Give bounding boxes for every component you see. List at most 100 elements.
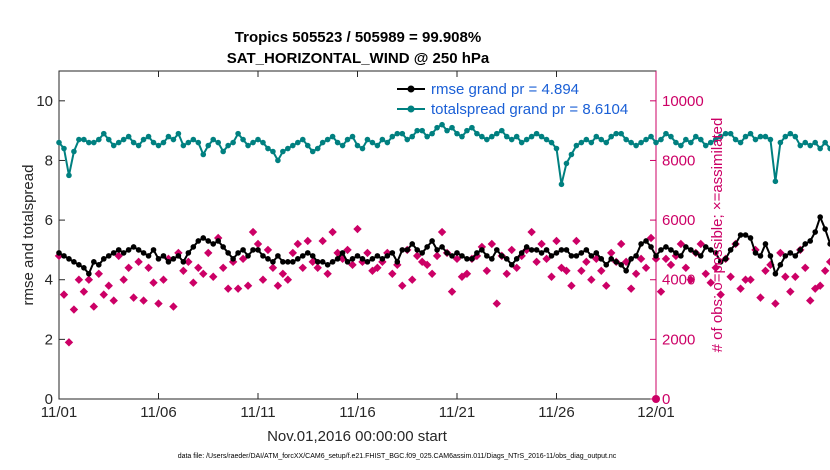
rmse-point — [384, 253, 391, 259]
obs-point — [273, 281, 283, 290]
rmse-point — [827, 241, 830, 247]
obs-point — [542, 254, 551, 264]
rmse-point — [822, 226, 828, 232]
obs-point — [532, 257, 541, 267]
totalspread-point — [449, 124, 455, 131]
totalspread-point — [802, 139, 809, 146]
obs-point — [253, 239, 263, 249]
totalspread-point — [772, 178, 779, 185]
obs-point — [437, 227, 447, 237]
obs-point — [184, 257, 193, 267]
x-tick-label: 11/11 — [240, 404, 275, 421]
obs-point — [452, 254, 462, 264]
totalspread-point — [747, 130, 754, 137]
obs-point — [582, 257, 591, 267]
obs-point — [323, 269, 332, 278]
totalspread-point — [364, 136, 371, 143]
totalspread-point — [110, 142, 117, 149]
rmse-point — [648, 244, 654, 250]
rmse-point — [71, 259, 77, 265]
totalspread-point — [190, 136, 197, 143]
obs-point — [741, 275, 750, 284]
rmse-point — [424, 244, 430, 250]
rmse-point — [210, 241, 217, 247]
totalspread-point — [185, 139, 192, 146]
rmse-point — [230, 256, 236, 262]
totalspread-point — [489, 133, 495, 140]
totalspread-point — [255, 136, 261, 143]
totalspread-point — [608, 133, 615, 140]
obs-point — [631, 269, 641, 278]
totalspread-point — [603, 139, 610, 146]
totalspread-series — [56, 121, 830, 188]
obs-point — [134, 257, 143, 267]
left-y-axis-label: rmse and totalspread — [20, 165, 37, 306]
totalspread-point — [225, 142, 231, 149]
obs-point — [616, 239, 626, 249]
obs-point — [776, 248, 785, 258]
rmse-point — [255, 247, 261, 253]
left-y-tick-label: 10 — [36, 93, 53, 110]
rmse-point — [135, 247, 142, 253]
totalspread-point — [359, 145, 366, 152]
rmse-point — [235, 250, 241, 256]
totalspread-point — [673, 139, 679, 146]
rmse-point — [489, 256, 495, 262]
obs-point — [283, 275, 293, 284]
totalspread-point — [563, 160, 570, 167]
obs-point — [59, 290, 69, 299]
totalspread-point — [757, 133, 764, 140]
obs-point — [318, 236, 327, 246]
obs-point — [756, 293, 765, 302]
obs-point — [388, 269, 397, 278]
rmse-point — [573, 253, 580, 259]
rmse-point — [498, 253, 505, 259]
obs-point — [139, 296, 148, 305]
rmse-point — [538, 250, 545, 256]
totalspread-point — [86, 139, 92, 146]
totalspread-point — [265, 145, 271, 152]
totalspread-point — [424, 133, 430, 140]
obs-point — [676, 239, 686, 249]
left-y-tick-label: 2 — [45, 331, 53, 348]
rmse-point — [339, 250, 346, 256]
obs-point — [577, 266, 586, 275]
totalspread-point — [817, 145, 823, 152]
rmse-point — [250, 247, 256, 253]
totalspread-point — [165, 133, 172, 140]
obs-point — [477, 242, 487, 252]
rmse-point — [578, 250, 585, 256]
x-tick-label: 11/16 — [339, 404, 375, 421]
obs-point — [189, 278, 198, 287]
obs-point — [592, 254, 601, 264]
rmse-point — [190, 244, 197, 250]
totalspread-point — [683, 136, 689, 143]
rmse-point — [474, 250, 480, 256]
totalspread-point — [598, 136, 605, 143]
totalspread-point — [638, 139, 644, 146]
totalspread-point — [339, 142, 346, 149]
obs-point — [696, 239, 705, 249]
obs-point — [597, 266, 606, 275]
obs-point — [204, 248, 213, 258]
totalspread-point — [414, 127, 421, 134]
obs-point — [69, 305, 79, 314]
totalspread-point — [593, 133, 600, 140]
totalspread-point — [454, 130, 460, 137]
rmse-point — [399, 247, 406, 253]
rmse-point — [105, 253, 112, 259]
rmse-point — [767, 253, 774, 259]
obs-point — [567, 281, 576, 290]
rmse-point — [732, 241, 739, 247]
obs-point — [129, 293, 138, 302]
rmse-point — [334, 256, 341, 262]
totalspread-point — [707, 139, 714, 146]
totalspread-point — [314, 145, 321, 152]
totalspread-point — [260, 139, 266, 146]
totalspread-point — [474, 130, 480, 137]
totalspread-point — [205, 142, 212, 149]
obs-point — [218, 263, 228, 272]
obs-point — [398, 281, 407, 290]
obs-point — [268, 263, 278, 272]
